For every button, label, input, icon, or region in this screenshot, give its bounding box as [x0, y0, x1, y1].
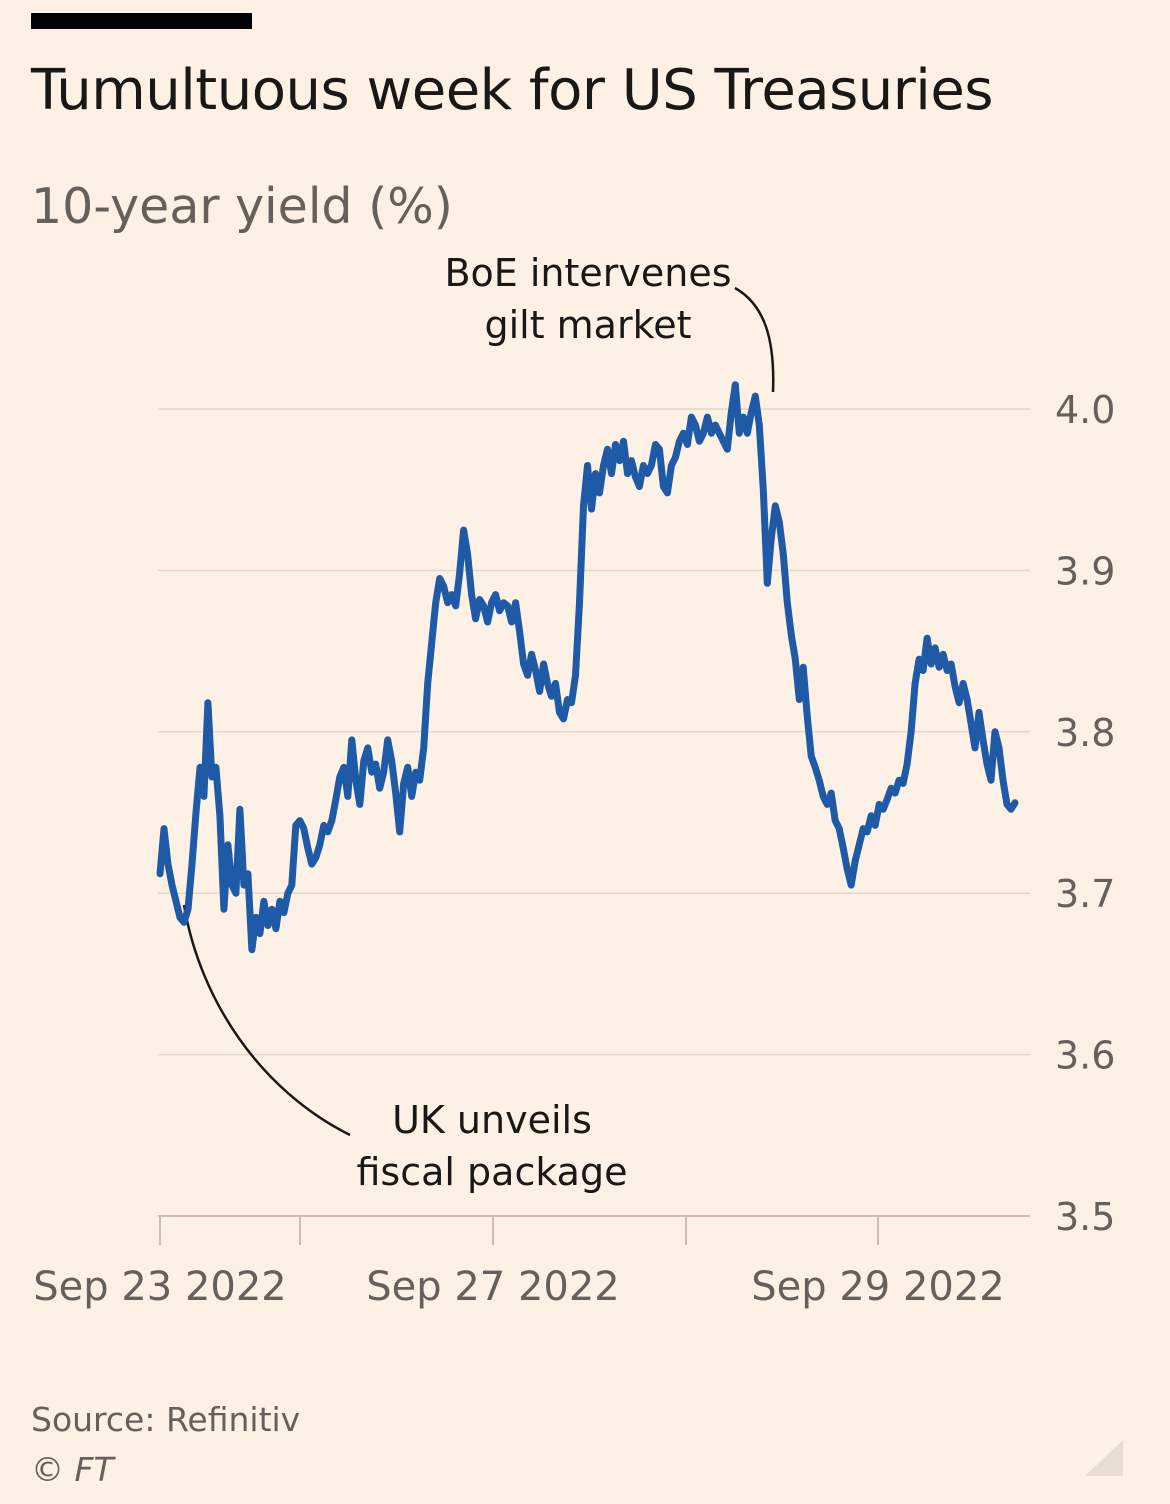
source-note: Source: Refinitiv	[31, 1400, 301, 1439]
chart-subtitle: 10-year yield (%)	[31, 178, 453, 235]
y-axis: 3.5 3.6 3.7 3.8 3.9 4.0	[1055, 388, 1115, 1239]
annotation-text: fiscal package	[357, 1150, 628, 1194]
annotation-text: UK unveils	[392, 1098, 592, 1142]
y-tick-label: 3.9	[1055, 549, 1115, 593]
y-tick-label: 3.8	[1055, 711, 1115, 755]
annotation-text: BoE intervenes	[444, 251, 731, 295]
y-tick-label: 3.7	[1055, 872, 1115, 916]
x-tick-label: Sep 23 2022	[33, 1264, 287, 1310]
annotation-leader	[182, 904, 351, 1137]
x-tick-label: Sep 27 2022	[366, 1264, 620, 1310]
annotations: BoE intervenes gilt market UK unveils fisca…	[182, 251, 775, 1194]
series-line	[156, 381, 1019, 954]
annotation-text: gilt market	[484, 303, 691, 347]
title-rule	[31, 13, 252, 29]
x-axis: Sep 23 2022 Sep 27 2022 Sep 29 2022	[33, 1216, 1005, 1310]
series-group	[156, 381, 1019, 954]
x-tick-label: Sep 29 2022	[751, 1264, 1005, 1310]
chart-title: Tumultuous week for US Treasuries	[31, 58, 993, 123]
annotation-leader	[734, 286, 775, 393]
y-tick-label: 3.6	[1055, 1034, 1115, 1078]
gridlines	[158, 408, 1030, 1217]
copyright-note: © FT	[31, 1450, 114, 1489]
line-chart: Sep 23 2022 Sep 27 2022 Sep 29 2022 3.5 3.6…	[33, 251, 1115, 1310]
resize-handle-icon	[1085, 1440, 1123, 1476]
y-tick-label: 3.5	[1055, 1195, 1115, 1239]
y-tick-label: 4.0	[1055, 388, 1115, 432]
